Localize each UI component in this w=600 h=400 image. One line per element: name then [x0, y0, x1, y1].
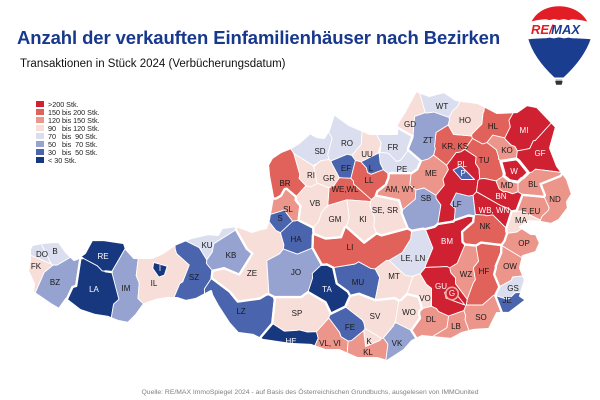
- svg-text:RO: RO: [341, 139, 353, 148]
- svg-text:LF: LF: [452, 200, 461, 209]
- svg-text:SP: SP: [292, 309, 303, 318]
- svg-text:BR: BR: [279, 179, 290, 188]
- svg-text:LA: LA: [89, 285, 99, 294]
- svg-text:VK: VK: [392, 339, 403, 348]
- svg-text:UU: UU: [361, 150, 373, 159]
- svg-text:GR: GR: [323, 174, 335, 183]
- svg-text:LI: LI: [347, 243, 354, 252]
- svg-text:SL: SL: [283, 205, 293, 214]
- svg-text:KI: KI: [359, 215, 367, 224]
- svg-text:ME: ME: [425, 169, 437, 178]
- svg-text:WE,WL: WE,WL: [331, 185, 359, 194]
- svg-text:GD: GD: [404, 120, 416, 129]
- svg-text:FE: FE: [345, 323, 355, 332]
- svg-text:MI: MI: [520, 126, 529, 135]
- svg-text:WT: WT: [436, 102, 449, 111]
- svg-text:HO: HO: [459, 116, 471, 125]
- svg-text:GU: GU: [435, 282, 447, 291]
- svg-text:B: B: [52, 247, 57, 256]
- svg-text:BN: BN: [495, 192, 506, 201]
- svg-text:PL: PL: [457, 160, 467, 169]
- svg-text:VL, VI: VL, VI: [319, 339, 341, 348]
- svg-text:WO: WO: [402, 308, 416, 317]
- svg-text:HE: HE: [285, 337, 296, 346]
- svg-text:RE/MAX: RE/MAX: [531, 22, 581, 37]
- svg-text:BM: BM: [441, 237, 453, 246]
- svg-text:JE: JE: [502, 296, 511, 305]
- svg-text:VO: VO: [419, 294, 431, 303]
- svg-text:TA: TA: [322, 285, 332, 294]
- svg-text:RI: RI: [307, 171, 315, 180]
- svg-text:JO: JO: [291, 268, 301, 277]
- svg-text:MU: MU: [352, 278, 365, 287]
- svg-text:HA: HA: [290, 235, 302, 244]
- svg-text:MT: MT: [388, 272, 400, 281]
- svg-text:TU: TU: [479, 156, 490, 165]
- svg-text:DO: DO: [36, 250, 48, 259]
- svg-text:OP: OP: [518, 239, 530, 248]
- svg-text:FR: FR: [388, 143, 399, 152]
- svg-text:KO: KO: [501, 146, 513, 155]
- svg-text:KU: KU: [201, 241, 212, 250]
- svg-text:K: K: [366, 337, 372, 346]
- svg-text:WZ: WZ: [460, 270, 473, 279]
- svg-text:LL: LL: [365, 176, 374, 185]
- svg-text:NK: NK: [479, 222, 491, 231]
- svg-text:SO: SO: [475, 313, 487, 322]
- svg-text:HF: HF: [479, 267, 490, 276]
- svg-text:SZ: SZ: [189, 273, 199, 282]
- svg-text:KR, KS: KR, KS: [442, 142, 468, 151]
- svg-text:SV: SV: [370, 312, 381, 321]
- svg-text:ND: ND: [549, 195, 561, 204]
- svg-text:OW: OW: [503, 262, 517, 271]
- svg-text:SE, SR: SE, SR: [372, 206, 398, 215]
- svg-text:FK: FK: [31, 262, 42, 271]
- svg-text:IL: IL: [151, 279, 158, 288]
- svg-text:LB: LB: [451, 322, 461, 331]
- svg-text:LE, LN: LE, LN: [401, 254, 426, 263]
- svg-text:ZE: ZE: [247, 269, 257, 278]
- svg-text:G: G: [449, 289, 455, 298]
- svg-text:P: P: [460, 169, 465, 178]
- svg-text:SB: SB: [421, 194, 432, 203]
- svg-text:BZ: BZ: [50, 278, 60, 287]
- svg-text:EF: EF: [341, 164, 351, 173]
- svg-text:IM: IM: [122, 284, 131, 293]
- svg-text:GF: GF: [534, 149, 545, 158]
- svg-text:MA: MA: [515, 216, 528, 225]
- svg-text:WB, WN: WB, WN: [479, 206, 510, 215]
- svg-text:E,EU: E,EU: [522, 207, 541, 216]
- svg-text:ZT: ZT: [423, 136, 433, 145]
- svg-text:S: S: [277, 214, 282, 223]
- svg-text:SD: SD: [314, 147, 325, 156]
- svg-text:BL: BL: [528, 180, 538, 189]
- svg-text:GM: GM: [329, 215, 342, 224]
- svg-text:L: L: [369, 164, 374, 173]
- svg-text:HL: HL: [488, 122, 499, 131]
- svg-text:PE: PE: [397, 165, 408, 174]
- svg-text:DL: DL: [426, 315, 437, 324]
- svg-text:VB: VB: [310, 199, 321, 208]
- svg-text:AM, WY: AM, WY: [385, 185, 415, 194]
- svg-text:KB: KB: [226, 251, 237, 260]
- svg-text:W: W: [510, 167, 518, 176]
- svg-text:I: I: [159, 264, 161, 273]
- svg-text:LZ: LZ: [236, 307, 245, 316]
- svg-text:KL: KL: [363, 348, 373, 357]
- svg-text:RE: RE: [97, 252, 108, 261]
- svg-text:GS: GS: [507, 284, 519, 293]
- svg-text:MD: MD: [501, 181, 514, 190]
